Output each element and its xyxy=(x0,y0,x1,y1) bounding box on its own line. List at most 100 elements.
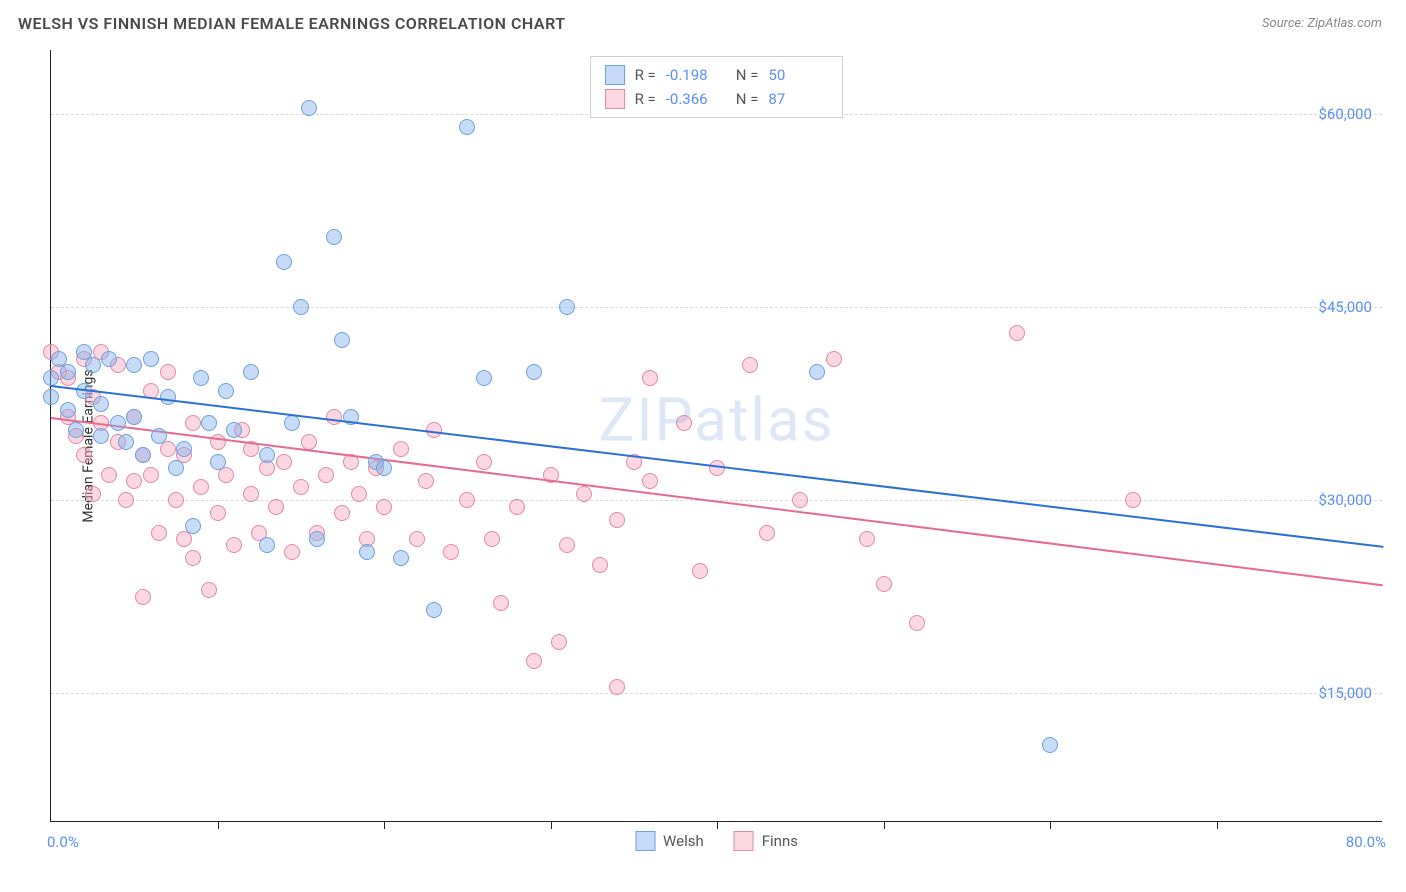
data-point-finns xyxy=(185,550,201,566)
data-point-welsh xyxy=(118,434,134,450)
data-point-finns xyxy=(592,557,608,573)
data-point-welsh xyxy=(168,460,184,476)
data-point-finns xyxy=(268,499,284,515)
x-tick xyxy=(1050,821,1051,829)
y-tick-label: $30,000 xyxy=(1318,491,1372,509)
data-point-welsh xyxy=(135,447,151,463)
y-tick-label: $45,000 xyxy=(1318,298,1372,316)
legend-row-finns: R = -0.366 N = 87 xyxy=(605,87,829,111)
legend-label-finns: Finns xyxy=(762,832,798,850)
data-point-welsh xyxy=(68,422,84,438)
data-point-finns xyxy=(826,351,842,367)
data-point-welsh xyxy=(459,119,475,135)
x-tick xyxy=(884,821,885,829)
data-point-welsh xyxy=(218,383,234,399)
data-point-welsh xyxy=(85,357,101,373)
data-point-finns xyxy=(1009,325,1025,341)
data-point-finns xyxy=(160,364,176,380)
y-tick-label: $15,000 xyxy=(1318,684,1372,702)
data-point-finns xyxy=(676,415,692,431)
data-point-finns xyxy=(334,505,350,521)
chart-plot-area: $15,000$30,000$45,000$60,000 ZIPatlas R … xyxy=(50,50,1382,822)
x-tick xyxy=(218,821,219,829)
swatch-finns xyxy=(734,831,754,851)
data-point-welsh xyxy=(43,389,59,405)
welsh-n-value: 50 xyxy=(768,66,828,84)
x-min-label: 0.0% xyxy=(47,833,79,851)
data-point-welsh xyxy=(259,447,275,463)
data-point-finns xyxy=(759,525,775,541)
data-point-finns xyxy=(293,479,309,495)
x-max-label: 80.0% xyxy=(1346,833,1386,851)
data-point-welsh xyxy=(185,518,201,534)
data-point-welsh xyxy=(393,550,409,566)
data-point-finns xyxy=(609,679,625,695)
x-tick xyxy=(384,821,385,829)
data-point-finns xyxy=(226,537,242,553)
data-point-welsh xyxy=(210,454,226,470)
swatch-welsh xyxy=(635,831,655,851)
legend-label-welsh: Welsh xyxy=(663,832,704,850)
data-point-welsh xyxy=(1042,737,1058,753)
data-point-finns xyxy=(476,454,492,470)
legend-item-welsh: Welsh xyxy=(635,831,704,851)
data-point-finns xyxy=(484,531,500,547)
y-tick-label: $60,000 xyxy=(1318,105,1372,123)
data-point-welsh xyxy=(559,299,575,315)
data-point-welsh xyxy=(359,544,375,560)
data-point-welsh xyxy=(293,299,309,315)
data-point-welsh xyxy=(243,364,259,380)
data-point-finns xyxy=(418,473,434,489)
data-point-finns xyxy=(376,499,392,515)
data-point-welsh xyxy=(426,602,442,618)
data-point-welsh xyxy=(93,396,109,412)
data-point-finns xyxy=(201,582,217,598)
data-point-welsh xyxy=(101,351,117,367)
data-point-welsh xyxy=(276,254,292,270)
data-point-finns xyxy=(692,563,708,579)
data-point-finns xyxy=(642,473,658,489)
data-point-finns xyxy=(276,454,292,470)
data-point-welsh xyxy=(226,422,242,438)
data-point-welsh xyxy=(309,531,325,547)
data-point-welsh xyxy=(151,428,167,444)
data-point-finns xyxy=(642,370,658,386)
gridline xyxy=(51,307,1382,308)
data-point-finns xyxy=(326,409,342,425)
data-point-finns xyxy=(318,467,334,483)
data-point-finns xyxy=(559,537,575,553)
data-point-welsh xyxy=(193,370,209,386)
data-point-finns xyxy=(859,531,875,547)
data-point-finns xyxy=(284,544,300,560)
gridline xyxy=(51,693,1382,694)
data-point-finns xyxy=(792,492,808,508)
data-point-finns xyxy=(143,467,159,483)
data-point-welsh xyxy=(326,229,342,245)
r-label: R = xyxy=(635,90,656,108)
r-label: R = xyxy=(635,66,656,84)
data-point-finns xyxy=(85,486,101,502)
welsh-r-value: -0.198 xyxy=(666,66,726,84)
data-point-finns xyxy=(876,576,892,592)
data-point-welsh xyxy=(301,100,317,116)
data-point-finns xyxy=(409,531,425,547)
finns-r-value: -0.366 xyxy=(666,90,726,108)
data-point-finns xyxy=(118,492,134,508)
x-tick xyxy=(717,821,718,829)
data-point-welsh xyxy=(110,415,126,431)
data-point-welsh xyxy=(526,364,542,380)
data-point-finns xyxy=(526,653,542,669)
legend-row-welsh: R = -0.198 N = 50 xyxy=(605,63,829,87)
finns-n-value: 87 xyxy=(768,90,828,108)
data-point-finns xyxy=(185,415,201,431)
data-point-welsh xyxy=(126,409,142,425)
data-point-welsh xyxy=(334,332,350,348)
data-point-welsh xyxy=(126,357,142,373)
data-point-finns xyxy=(351,486,367,502)
data-point-finns xyxy=(576,486,592,502)
data-point-welsh xyxy=(476,370,492,386)
swatch-welsh xyxy=(605,65,625,85)
source-attribution: Source: ZipAtlas.com xyxy=(1262,16,1382,31)
data-point-finns xyxy=(742,357,758,373)
data-point-finns xyxy=(126,473,142,489)
